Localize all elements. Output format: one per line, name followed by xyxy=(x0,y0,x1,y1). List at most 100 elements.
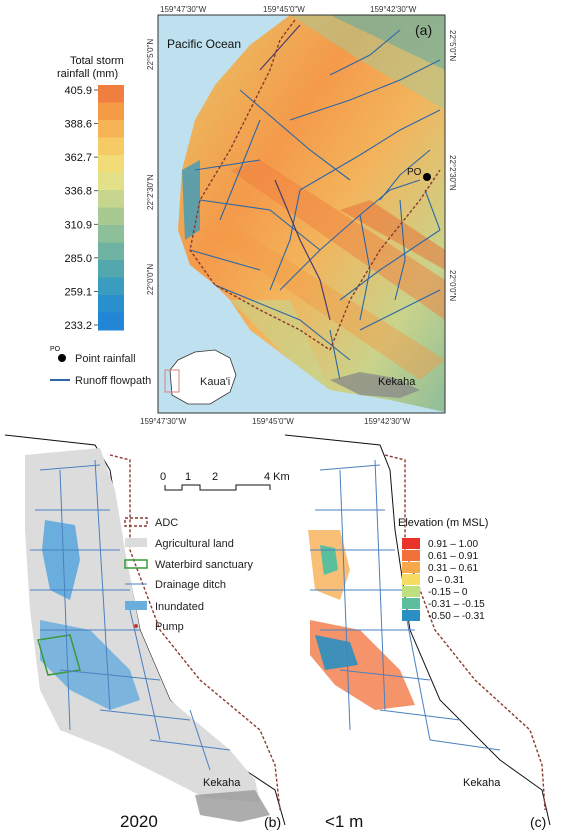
colorbar-tick-label: 388.6 xyxy=(64,119,92,131)
elevation-class-label: 0.31 – 0.61 xyxy=(428,563,478,574)
elevation-class-label: 0.91 – 1.00 xyxy=(428,539,478,550)
svg-text:0: 0 xyxy=(160,471,166,483)
elevation-class-label: -0.31 – -0.15 xyxy=(428,599,485,610)
elevation-class-label: 0 – 0.31 xyxy=(428,575,465,586)
coord-bottom-1: 159°47'30"W xyxy=(140,417,187,426)
elevation-class-label: -0.50 – -0.31 xyxy=(428,611,485,622)
ocean-label: Pacific Ocean xyxy=(167,37,241,51)
colorbar-swatch xyxy=(98,295,124,313)
coord-bottom-2: 159°45'0"W xyxy=(252,417,294,426)
colorbar-swatch xyxy=(98,242,124,261)
agricultural-land xyxy=(25,448,260,802)
colorbar-title-1: Total storm xyxy=(70,55,124,67)
elevation-legend-title: Elevation (m MSL) xyxy=(398,517,488,529)
svg-text:4 Km: 4 Km xyxy=(264,471,290,483)
colorbar-tick-label: 405.9 xyxy=(64,85,92,97)
colorbar-swatch xyxy=(98,207,124,226)
waterbird-sanctuary xyxy=(37,634,81,676)
panel-a-label: (a) xyxy=(415,22,432,38)
runoff-flowpaths xyxy=(189,29,441,381)
elevation-legend: 0.91 – 1.000.61 – 0.910.31 – 0.610 – 0.3… xyxy=(402,538,485,622)
coord-bottom-3: 159°42'30"W xyxy=(364,417,411,426)
rainfall-colorbar xyxy=(98,85,124,331)
colorbar-swatch xyxy=(98,277,124,296)
drainage-ditches xyxy=(30,459,231,771)
panel-c-label: (c) xyxy=(530,814,546,830)
svg-text:2: 2 xyxy=(212,471,218,483)
adc-boundary-c xyxy=(384,454,546,811)
colorbar-tick-label: 362.7 xyxy=(64,152,92,164)
elevation-swatch xyxy=(402,538,420,549)
coord-right-2: 22°2'30"N xyxy=(448,155,457,191)
elevation-swatch xyxy=(402,610,420,621)
colorbar-title-2: rainfall (mm) xyxy=(57,68,118,80)
coord-top-3: 159°42'30"W xyxy=(370,5,417,14)
colorbar-tick-label: 259.1 xyxy=(64,286,92,298)
svg-text:1: 1 xyxy=(185,471,191,483)
caption-c: <1 m xyxy=(325,812,363,831)
gray-fill-icon xyxy=(125,538,147,547)
elevation-swatch xyxy=(402,586,420,597)
elevation-zone-4 xyxy=(320,545,338,575)
adc-boundary-b xyxy=(109,454,281,811)
kauai-inset: Kaua'i xyxy=(164,349,237,405)
coord-left-2: 22°2'30"N xyxy=(146,174,155,210)
adc-boundary xyxy=(189,19,331,351)
kekaha-town-b xyxy=(195,790,270,822)
colorbar-tick-label: 285.0 xyxy=(64,253,92,265)
coord-right-1: 22°5'0"N xyxy=(448,30,457,61)
panel-a: Kaua'i PO Pacific Ocean (a) Kekaha 159°4… xyxy=(50,5,457,426)
svg-text:Waterbird sanctuary: Waterbird sanctuary xyxy=(155,559,254,571)
elevation-swatch xyxy=(402,562,420,573)
town-label: Kekaha xyxy=(378,376,416,388)
town-label-c: Kekaha xyxy=(463,777,501,789)
blue-fill-icon xyxy=(125,601,147,610)
colorbar-swatch xyxy=(98,172,124,191)
point-label: PO xyxy=(407,167,422,178)
colorbar-swatch xyxy=(98,260,124,278)
elevation-swatch xyxy=(402,550,420,561)
inset-label: Kaua'i xyxy=(200,376,230,388)
kekaha-town xyxy=(330,372,420,398)
colorbar-swatch xyxy=(98,155,124,173)
svg-text:Inundated: Inundated xyxy=(155,601,204,613)
colorbar-swatch xyxy=(98,312,124,331)
point-rainfall-marker xyxy=(423,173,431,181)
elevation-class-label: -0.15 – 0 xyxy=(428,587,468,598)
panel-b-label: (b) xyxy=(264,814,281,830)
drainage-ditches-c xyxy=(310,459,501,751)
colorbar-swatch xyxy=(98,120,124,138)
svg-text:Agricultural land: Agricultural land xyxy=(155,538,234,550)
coord-top-1: 159°47'30"W xyxy=(160,5,207,14)
svg-text:ADC: ADC xyxy=(155,517,178,529)
inundated-area-1 xyxy=(42,520,80,600)
legend-po-prefix: PO xyxy=(50,346,61,353)
colorbar-tick-label: 310.9 xyxy=(64,219,92,231)
colorbar-tick-label: 233.2 xyxy=(64,320,92,332)
colorbar-swatch xyxy=(98,225,124,243)
map-frame xyxy=(157,14,446,414)
legend-runoff-flowpath: Runoff flowpath xyxy=(75,375,151,387)
colorbar-swatch xyxy=(98,190,124,208)
colorbar-swatch xyxy=(98,85,124,103)
elevation-swatch xyxy=(402,574,420,585)
colorbar-ticks: 405.9 388.6 362.7 336.8 310.9 285.0 259.1 233.2 xyxy=(64,85,98,332)
panel-c: Kekaha <1 m (c) Elevation (m MSL) 0.91 –… xyxy=(284,434,551,831)
scale-bar: 0 1 2 4 Km xyxy=(160,471,290,491)
coord-top-2: 159°45'0"W xyxy=(263,5,305,14)
town-label-b: Kekaha xyxy=(203,777,241,789)
rainfall-map: Kaua'i xyxy=(164,15,445,412)
colorbar-swatch xyxy=(98,137,124,156)
coord-left-1: 22°5'0"N xyxy=(146,39,155,70)
caption-b: 2020 xyxy=(120,812,158,831)
coord-left-3: 22°0'0"N xyxy=(146,264,155,295)
legend-point-rainfall: Point rainfall xyxy=(75,353,136,365)
panel-b: Kekaha 2020 (b) 0 1 2 4 Km ADC Agricultu… xyxy=(4,434,290,831)
coord-right-3: 22°0'0"N xyxy=(448,270,457,301)
svg-text:Pump: Pump xyxy=(155,621,184,633)
green-outline-icon xyxy=(124,559,148,569)
inundated-area-2 xyxy=(40,620,140,710)
red-dot-icon xyxy=(134,624,138,628)
colorbar-swatch xyxy=(98,102,124,121)
svg-text:Drainage ditch: Drainage ditch xyxy=(155,579,226,591)
